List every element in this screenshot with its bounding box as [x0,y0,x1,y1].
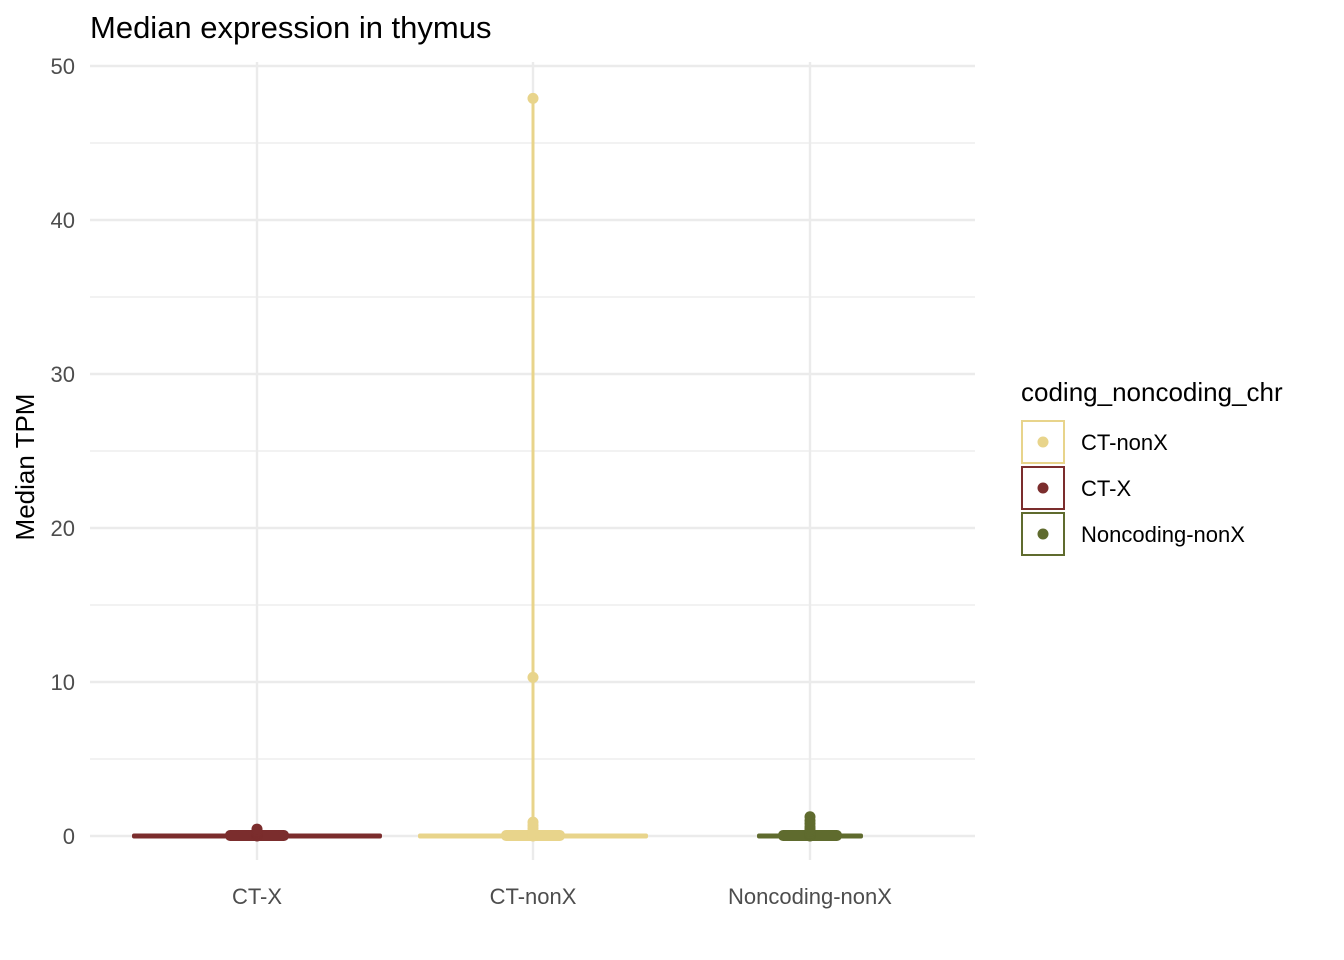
x-tick-label: CT-X [232,884,282,909]
y-tick-label: 10 [51,670,75,695]
y-tick-label: 50 [51,54,75,79]
legend-label: CT-X [1081,476,1131,501]
legend: CT-nonX CT-X Noncoding-nonX [1021,420,1245,556]
y-tick-label: 0 [63,824,75,849]
y-tick-label: 40 [51,208,75,233]
data-point [527,92,539,104]
x-axis-ticks: CT-X CT-nonX Noncoding-nonX [232,884,892,909]
legend-key [1021,420,1065,464]
data-point [527,816,539,828]
data-point [527,671,539,683]
x-tick-label: Noncoding-nonX [728,884,892,909]
legend-label: Noncoding-nonX [1081,522,1245,547]
data-point [804,811,816,823]
legend-title: coding_noncoding_chr [1021,377,1283,407]
data-point [251,823,263,835]
legend-key-dot [1037,528,1049,540]
plot-marks [132,92,863,842]
legend-label: CT-nonX [1081,430,1168,455]
y-tick-label: 30 [51,362,75,387]
legend-key-dot [1037,482,1049,494]
y-tick-label: 20 [51,516,75,541]
legend-key-dot [1037,436,1049,448]
y-axis-title: Median TPM [10,394,40,541]
y-axis-ticks: 0 10 20 30 40 50 [51,54,75,849]
chart-title: Median expression in thymus [90,10,491,45]
x-tick-label: CT-nonX [490,884,577,909]
